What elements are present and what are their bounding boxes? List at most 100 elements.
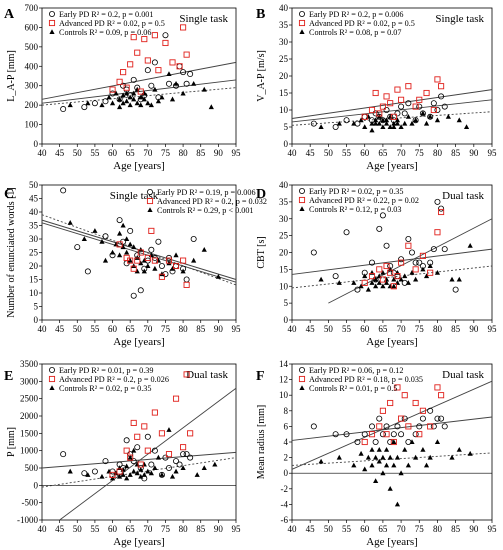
x-axis-title: Age [years] [113, 536, 165, 548]
x-tick-label: 55 [342, 324, 352, 334]
point-controls [365, 454, 371, 460]
point-controls [134, 100, 140, 106]
point-controls [369, 462, 375, 468]
y-tick-label: 2000 [20, 411, 39, 421]
point-early [372, 110, 379, 117]
point-early [343, 229, 350, 236]
y-tick-label: 3500 [20, 359, 39, 369]
point-controls [99, 102, 105, 108]
point-early [109, 468, 116, 475]
fit-line-advanced [291, 99, 493, 123]
point-advanced [116, 468, 123, 475]
point-controls [180, 465, 186, 470]
x-tick-label: 90 [469, 524, 479, 534]
y-tick-label: -2 [281, 484, 289, 494]
point-controls [155, 98, 161, 104]
point-controls [169, 473, 176, 479]
x-tick-label: 80 [179, 524, 189, 534]
point-controls [131, 447, 137, 453]
point-advanced [419, 252, 426, 259]
y-tick-label: 30 [29, 234, 39, 244]
point-advanced [438, 208, 445, 216]
x-tick-label: 60 [108, 324, 118, 334]
x-tick-label: 75 [415, 324, 425, 334]
panel-label: C [4, 187, 14, 202]
point-advanced [398, 415, 405, 422]
x-tick-label: 40 [288, 148, 298, 158]
y-tick-label: 35 [279, 20, 289, 30]
point-controls [49, 385, 55, 390]
x-tick-label: 80 [179, 148, 189, 158]
point-controls [376, 120, 382, 126]
point-controls [383, 120, 390, 126]
point-advanced [361, 279, 368, 286]
task-label: Dual task [442, 369, 484, 381]
point-advanced [379, 103, 386, 110]
point-early [394, 423, 401, 430]
point-controls [299, 29, 305, 34]
point-controls [373, 276, 379, 282]
point-controls [124, 98, 130, 104]
point-advanced [387, 100, 394, 107]
x-tick-label: 70 [397, 324, 407, 334]
point-advanced [394, 86, 401, 93]
point-early [416, 423, 423, 430]
point-advanced [368, 273, 376, 280]
point-controls [166, 427, 172, 432]
legend-entry-advanced: Advanced PD R² = 0.2, p = 0.032 [157, 197, 267, 206]
point-controls [358, 450, 364, 456]
panel-label: A [4, 7, 15, 22]
point-controls [201, 86, 207, 92]
point-early [84, 268, 91, 275]
point-early [81, 470, 88, 477]
y-tick-label: 0 [34, 480, 39, 490]
legend-entry-early: Early PD R² = 0.19, p = 0.006 [157, 188, 256, 197]
point-early [438, 93, 445, 100]
x-axis-title: Age [years] [366, 336, 418, 348]
point-advanced [383, 262, 390, 270]
point-advanced [127, 61, 134, 68]
point-controls [159, 472, 165, 477]
point-controls [212, 461, 218, 467]
point-early [419, 110, 426, 117]
panel-label: B [256, 7, 265, 22]
x-tick-label: 50 [73, 148, 83, 158]
x-tick-label: 50 [73, 324, 83, 334]
point-advanced [134, 257, 141, 264]
point-controls [201, 247, 207, 252]
point-controls [387, 124, 393, 129]
y-tick-label: 15 [29, 275, 39, 285]
panel-A: A 40 45 50 55 60 65 70 75 80 85 90 95 0 100 200 300 400 50… [4, 3, 241, 172]
point-advanced [427, 423, 434, 430]
point-early [151, 59, 158, 66]
point-early [394, 110, 401, 117]
y-tick-label: 50 [29, 180, 39, 190]
point-advanced [123, 84, 130, 91]
x-tick-label: 70 [397, 524, 407, 534]
point-early [434, 415, 441, 422]
point-early [120, 82, 127, 89]
point-advanced [144, 254, 151, 261]
x-tick-label: 45 [55, 148, 65, 158]
point-early [141, 475, 148, 482]
point-controls [420, 110, 426, 116]
y-tick-label: 500 [25, 42, 39, 52]
point-early [416, 103, 423, 110]
point-advanced [176, 63, 183, 70]
point-early [298, 187, 305, 194]
point-controls [351, 462, 357, 468]
point-controls [67, 468, 73, 474]
point-controls [376, 280, 382, 285]
legend-entry-controls: Controls R² = 0.08, p = 0.07 [309, 28, 401, 37]
point-advanced [130, 34, 137, 41]
point-early [310, 423, 317, 430]
point-early [176, 63, 183, 70]
point-controls [369, 120, 375, 126]
point-controls [124, 475, 130, 481]
point-advanced [48, 375, 56, 383]
point-advanced [48, 19, 56, 27]
point-early [361, 431, 368, 438]
x-tick-label: 80 [433, 324, 443, 334]
point-controls [405, 114, 411, 119]
point-controls [398, 276, 404, 282]
